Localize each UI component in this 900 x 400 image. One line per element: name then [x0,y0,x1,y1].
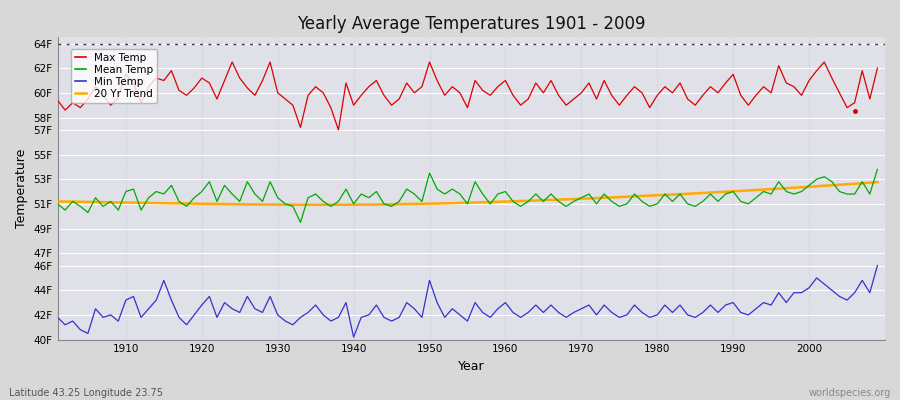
Y-axis label: Temperature: Temperature [15,149,28,228]
Text: worldspecies.org: worldspecies.org [809,388,891,398]
Title: Yearly Average Temperatures 1901 - 2009: Yearly Average Temperatures 1901 - 2009 [297,15,645,33]
Text: Latitude 43.25 Longitude 23.75: Latitude 43.25 Longitude 23.75 [9,388,163,398]
Legend: Max Temp, Mean Temp, Min Temp, 20 Yr Trend: Max Temp, Mean Temp, Min Temp, 20 Yr Tre… [71,48,158,103]
X-axis label: Year: Year [458,360,484,373]
